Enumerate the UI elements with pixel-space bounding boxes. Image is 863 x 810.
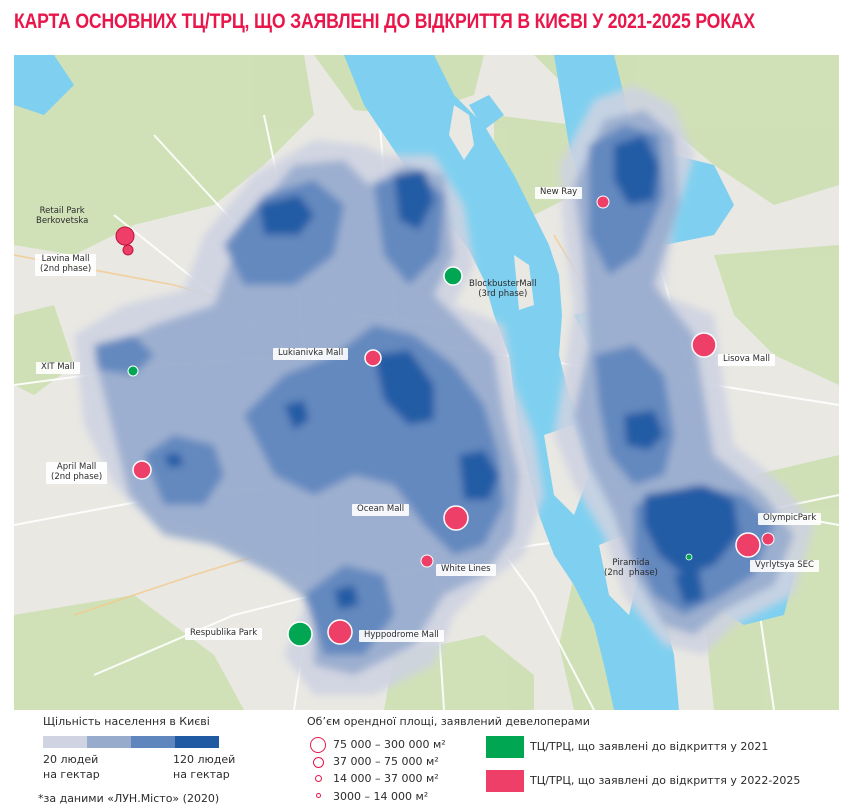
lukianivka-mall-marker[interactable] <box>364 349 382 367</box>
red-mall-swatch <box>486 770 524 792</box>
olympic-park-marker[interactable] <box>761 532 775 546</box>
area-ring-l <box>313 757 324 768</box>
density-overlay <box>74 85 814 695</box>
label-new-ray: New Ray <box>535 187 583 199</box>
area-ring-xl <box>310 737 326 753</box>
label-olympic-park: OlympicPark <box>758 513 822 525</box>
label-blockbuster-mall: BlockbusterMall (3rd phase) <box>469 279 537 299</box>
piramida-marker[interactable] <box>685 553 693 561</box>
red-mall-label: ТЦ/ТРЦ, що заявлені до відкриття у 2022-… <box>530 774 801 787</box>
label-white-lines: White Lines <box>436 564 496 576</box>
area-ring-s <box>316 793 321 798</box>
lisova-mall-marker[interactable] <box>691 332 717 358</box>
green-mall-swatch <box>486 736 524 758</box>
white-lines-marker[interactable] <box>420 554 434 568</box>
label-vyrlytsya-sec: Vyrlytsya SEC <box>750 560 819 572</box>
density-high-label: 120 людей на гектар <box>173 753 236 781</box>
label-april-mall: April Mall (2nd phase) <box>46 462 108 484</box>
label-piramida: Piramida (2nd phase) <box>604 558 658 578</box>
mall-markers <box>115 195 775 647</box>
map-title: КАРТА ОСНОВНИХ ТЦ/ТРЦ, ЩО ЗАЯВЛЕНІ ДО ВІ… <box>14 10 756 33</box>
label-respublika-park: Respublika Park <box>185 628 263 640</box>
area-size-xl: 75 000 – 300 000 м² <box>333 738 446 751</box>
density-low-label: 20 людей на гектар <box>43 753 100 781</box>
xit-mall-marker[interactable] <box>127 365 139 377</box>
area-size-l: 37 000 – 75 000 м² <box>333 755 439 768</box>
area-size-m: 14 000 – 37 000 м² <box>333 772 439 785</box>
map-legend: Щільність населення в Києві 20 людей на … <box>0 712 863 810</box>
label-lukianivka-mall: Lukianivka Mall <box>273 348 349 360</box>
density-footnote: *за даними «ЛУН.Місто» (2020) <box>38 792 220 805</box>
retail-park-berkovetska-marker[interactable] <box>115 226 135 246</box>
kyiv-map: Retail Park Berkovetska Lavina Mall (2nd… <box>14 55 839 710</box>
label-lavina-mall: Lavina Mall (2nd phase) <box>35 254 97 276</box>
ocean-mall-marker[interactable] <box>443 505 469 531</box>
hyppodrome-mall-marker[interactable] <box>327 619 353 645</box>
label-xit-mall: XIT Mall <box>36 362 80 374</box>
label-retail-park-berkovetska: Retail Park Berkovetska <box>36 206 89 226</box>
respublika-park-marker[interactable] <box>287 621 313 647</box>
label-hyppodrome-mall: Hyppodrome Mall <box>359 630 444 642</box>
april-mall-marker[interactable] <box>132 460 152 480</box>
lavina-mall-marker[interactable] <box>122 244 134 256</box>
area-size-s: 3000 – 14 000 м² <box>333 790 429 803</box>
density-swatch-2 <box>87 736 131 748</box>
area-legend-title: Об’єм орендної площі, заявлений девелопе… <box>307 715 590 728</box>
label-lisova-mall: Lisova Mall <box>718 354 775 366</box>
new-ray-marker[interactable] <box>596 195 610 209</box>
map-canvas <box>14 55 839 710</box>
label-ocean-mall: Ocean Mall <box>352 504 410 516</box>
density-swatch-1 <box>43 736 87 748</box>
blockbuster-mall-marker[interactable] <box>443 266 463 286</box>
density-swatch-3 <box>131 736 175 748</box>
density-swatch-4 <box>175 736 219 748</box>
vyrlytsya-sec-marker[interactable] <box>735 532 761 558</box>
density-level-4 <box>164 135 739 610</box>
density-legend-title: Щільність населення в Києві <box>43 715 210 728</box>
green-mall-label: ТЦ/ТРЦ, що заявлені до відкриття у 2021 <box>530 740 769 753</box>
area-ring-m <box>315 775 322 782</box>
